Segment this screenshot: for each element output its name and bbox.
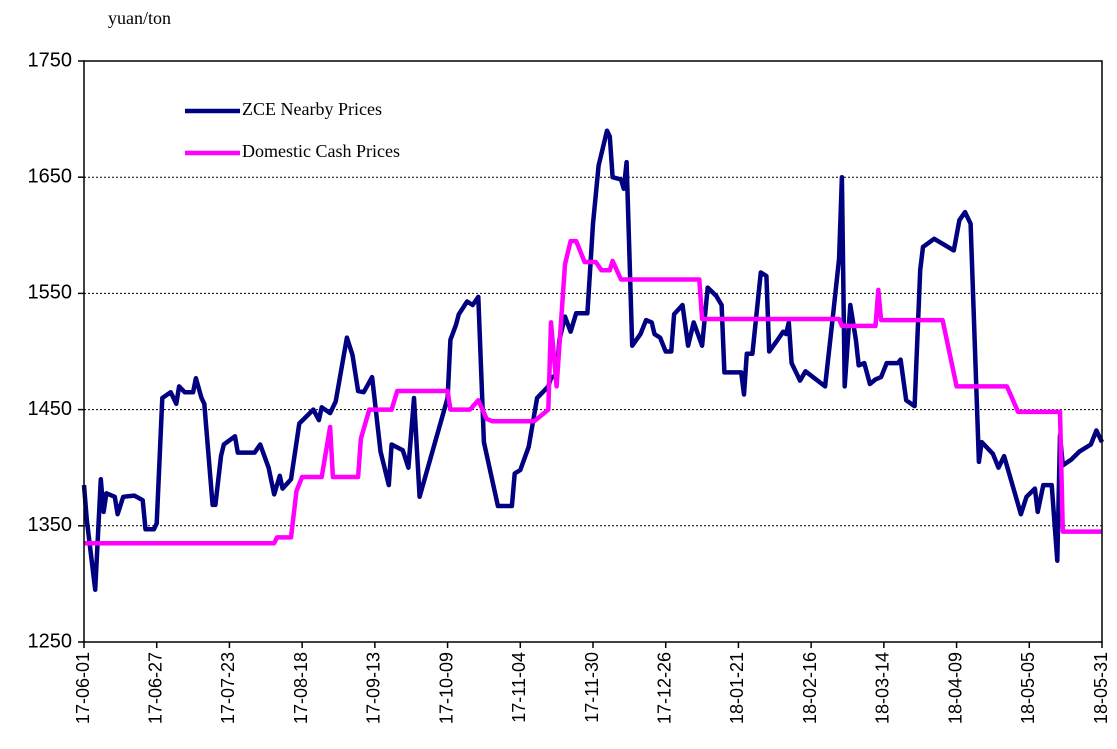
- y-tick-label: 1750: [28, 49, 73, 71]
- x-tick-label: 17-12-26: [654, 652, 674, 724]
- x-tick-label: 17-06-27: [145, 652, 165, 724]
- x-tick-label: 18-04-09: [945, 652, 965, 724]
- x-tick-label: 18-03-14: [873, 652, 893, 724]
- series-line: [84, 238, 1102, 546]
- grid: [84, 176, 1102, 527]
- x-tick-label: 17-10-09: [436, 652, 456, 724]
- x-tick-label: 18-01-21: [727, 652, 747, 724]
- x-tick-label: 18-05-05: [1018, 652, 1038, 724]
- x-tick-label: 17-09-13: [364, 652, 384, 724]
- x-tick-label: 18-05-31: [1091, 652, 1111, 724]
- legend-label: ZCE Nearby Prices: [242, 99, 382, 119]
- x-tick-label: 17-11-30: [582, 652, 602, 723]
- x-tick-label: 17-08-18: [291, 652, 311, 724]
- y-tick-label: 1650: [28, 165, 73, 187]
- x-tick-label: 17-11-04: [509, 652, 529, 723]
- y-tick-label: 1450: [28, 398, 73, 420]
- y-tick-label: 1350: [28, 514, 73, 536]
- legend: ZCE Nearby Prices Domestic Cash Prices: [185, 99, 400, 161]
- x-tick-label: 18-02-16: [800, 652, 820, 724]
- series-line: [81, 128, 1105, 592]
- y-tick-label: 1250: [28, 630, 73, 652]
- plot-lines: [81, 128, 1105, 592]
- y-tick-label: 1550: [28, 282, 73, 304]
- axes: 1250 1350 1450 1550 1650 1750 17-06-01 17-06-27…: [28, 49, 1111, 724]
- x-tick-label: 17-06-01: [73, 652, 93, 724]
- y-axis-label: yuan/ton: [108, 8, 171, 28]
- x-tick-label: 17-07-23: [218, 652, 238, 724]
- legend-label: Domestic Cash Prices: [242, 141, 400, 161]
